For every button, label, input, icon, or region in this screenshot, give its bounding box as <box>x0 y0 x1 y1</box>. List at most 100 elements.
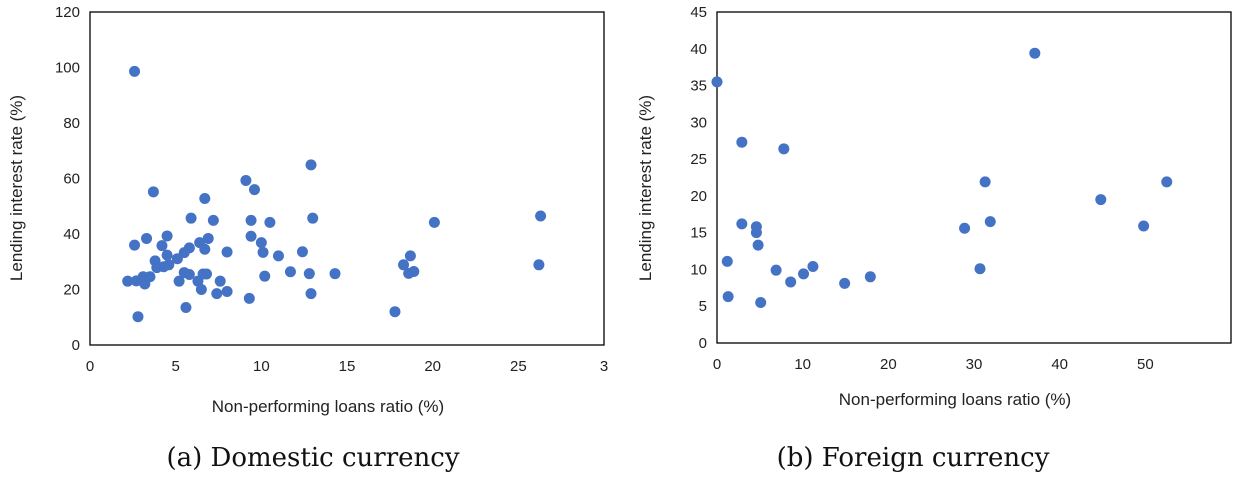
y-tick-label: 45 <box>690 4 707 21</box>
scatter-point <box>284 266 296 278</box>
scatter-point <box>173 275 185 287</box>
y-tick-label: 15 <box>690 225 707 242</box>
scatter-point <box>408 265 420 277</box>
scatter-point <box>778 143 790 155</box>
scatter-point <box>245 230 257 242</box>
x-tick-label: 10 <box>794 356 811 373</box>
y-tick-label: 5 <box>699 298 707 315</box>
y-axis-title-a: Lending interest rate (%) <box>7 95 26 281</box>
scatter-point <box>535 210 547 222</box>
y-tick-label: 40 <box>63 226 80 243</box>
scatter-point <box>984 216 996 228</box>
scatter-point <box>248 184 260 196</box>
scatter-point <box>752 239 764 251</box>
x-tick-label: 50 <box>1137 356 1154 373</box>
scatter-point <box>211 288 223 300</box>
scatter-point <box>864 271 876 283</box>
scatter-point <box>398 259 410 271</box>
scatter-point <box>272 250 284 262</box>
scatter-point <box>147 186 159 198</box>
scatter-points-b <box>711 47 1173 309</box>
scatter-point <box>1161 176 1173 188</box>
y-tick-label: 60 <box>63 171 80 188</box>
x-tick-label: 15 <box>339 358 356 375</box>
scatter-point <box>807 261 819 273</box>
caption-b: (b) Foreign currency <box>777 443 1050 473</box>
scatter-point <box>1095 194 1107 206</box>
y-axis-title-b: Lending interest rate (%) <box>636 95 655 281</box>
scatter-point <box>221 246 233 258</box>
scatter-point <box>195 284 207 295</box>
y-tick-label: 25 <box>690 151 707 168</box>
scatter-point <box>722 291 734 303</box>
scatter-point <box>755 297 767 309</box>
caption-a: (a) Domestic currency <box>166 443 459 473</box>
scatter-point <box>305 159 317 171</box>
scatter-point <box>979 176 991 188</box>
x-tick-label: 10 <box>253 358 270 375</box>
scatter-point <box>180 302 192 314</box>
x-tick-label: 0 <box>86 358 94 375</box>
scatter-point <box>711 76 723 88</box>
y-tick-label: 10 <box>690 261 707 278</box>
scatter-point <box>974 263 986 275</box>
x-tick-label: 3 <box>600 358 608 375</box>
scatter-point <box>264 216 276 228</box>
scatter-point <box>389 306 401 318</box>
scatter-point <box>214 275 226 287</box>
scatter-point <box>122 275 134 287</box>
scatter-point <box>1029 47 1041 59</box>
x-tick-label: 20 <box>880 356 897 373</box>
scatter-point <box>307 212 319 224</box>
plot-frame-b <box>716 11 1232 344</box>
scatter-point <box>141 232 153 244</box>
scatter-point <box>839 277 851 289</box>
scatter-point <box>240 174 252 186</box>
scatter-point <box>770 264 782 276</box>
panel-a: 0 20 40 60 80 100 120 0 5 10 15 20 25 3 Non-performi… <box>7 4 608 473</box>
scatter-point <box>428 216 440 228</box>
y-tick-label: 120 <box>55 4 80 21</box>
scatter-point <box>296 246 308 258</box>
scatter-point <box>183 269 195 281</box>
y-tick-label: 100 <box>55 60 80 77</box>
scatter-point <box>199 243 211 255</box>
x-ticks-a: 0 5 10 15 20 25 3 <box>86 358 608 375</box>
scatter-point <box>305 288 317 300</box>
scatter-point <box>245 214 257 226</box>
scatter-point <box>255 237 267 249</box>
y-tick-label: 30 <box>690 114 707 131</box>
scatter-point <box>161 249 173 261</box>
x-axis-title-a: Non-performing loans ratio (%) <box>212 397 444 416</box>
plot-frame-a <box>89 11 605 346</box>
scatter-point <box>750 227 762 239</box>
panel-b: 0 5 10 15 20 25 30 35 40 45 0 10 20 30 40 50 Non-perfo… <box>636 4 1232 473</box>
scatter-point <box>329 268 341 280</box>
scatter-point <box>185 212 197 224</box>
scatter-point <box>201 268 213 280</box>
scatter-point <box>721 255 733 267</box>
scatter-point <box>129 65 141 77</box>
scatter-point <box>259 270 271 282</box>
y-ticks-b: 0 5 10 15 20 25 30 35 40 45 <box>690 4 707 352</box>
y-tick-label: 0 <box>72 337 80 354</box>
scatter-point <box>161 230 173 242</box>
scatter-point <box>132 311 144 323</box>
y-tick-label: 40 <box>690 41 707 58</box>
scatter-point <box>202 232 214 244</box>
y-tick-label: 20 <box>63 282 80 299</box>
scatter-point <box>303 268 315 280</box>
scatter-point <box>243 292 255 304</box>
scatter-point <box>785 276 797 288</box>
scatter-point <box>533 259 545 271</box>
x-axis-title-b: Non-performing loans ratio (%) <box>839 390 1071 409</box>
scatter-point <box>959 222 971 234</box>
scatter-point <box>1138 220 1150 232</box>
scatter-point <box>163 259 175 271</box>
scatter-point <box>221 285 233 297</box>
scatter-point <box>199 192 211 204</box>
x-ticks-b: 0 10 20 30 40 50 <box>713 356 1154 373</box>
y-ticks-a: 0 20 40 60 80 100 120 <box>55 4 80 354</box>
scatter-point <box>736 218 748 230</box>
